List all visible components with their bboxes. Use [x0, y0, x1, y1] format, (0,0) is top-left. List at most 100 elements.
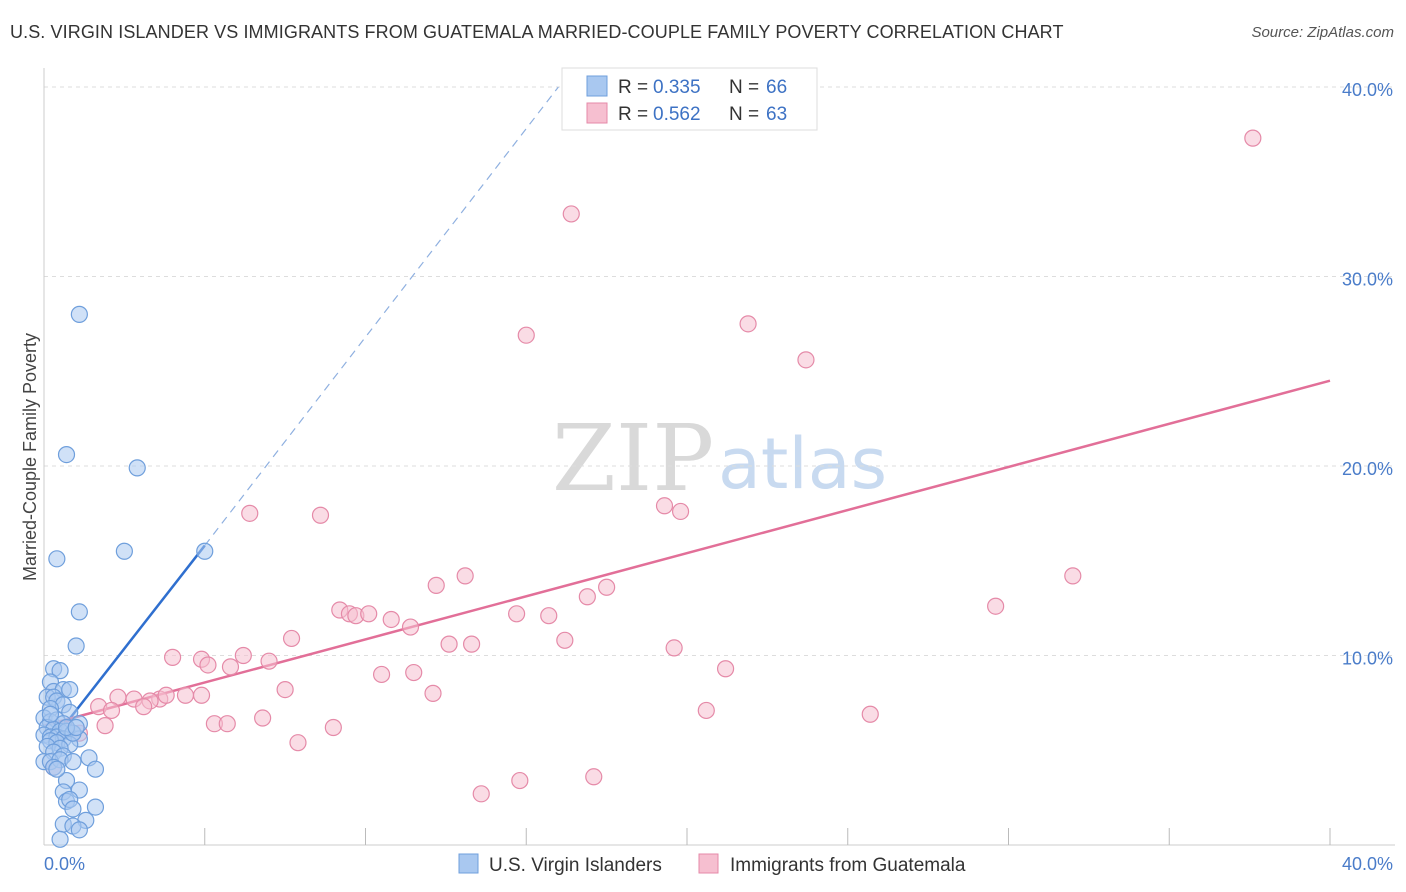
point-pink-31	[260, 652, 278, 670]
point-pink-51	[254, 709, 272, 727]
point-pink-32	[199, 656, 217, 674]
trend-lines	[43, 86, 1331, 736]
point-pink-1	[562, 205, 580, 223]
legend-n-label-blue: N =	[729, 77, 759, 98]
point-blue-1	[57, 446, 76, 464]
y-tick-label-10: 10.0%	[1342, 648, 1393, 668]
y-tick-label-20: 20.0%	[1342, 459, 1393, 479]
legend-box: R = 0.335 N = 66 R = 0.562 N = 63	[561, 67, 818, 131]
trend-blue-extension	[204, 86, 559, 546]
watermark-atlas: atlas	[718, 423, 887, 505]
point-pink-5	[241, 504, 259, 522]
chart-title: U.S. VIRGIN ISLANDER VS IMMIGRANTS FROM …	[10, 22, 1064, 42]
point-pink-55	[324, 718, 342, 737]
point-pink-9	[1064, 567, 1082, 585]
point-pink-54	[96, 717, 114, 735]
point-blue-3	[115, 542, 133, 560]
point-pink-38	[424, 684, 442, 702]
point-blue-65	[67, 718, 85, 737]
scatter-points	[35, 129, 1262, 848]
source-credit: Source: ZipAtlas.com	[1251, 24, 1394, 41]
legend-r-label-blue: R =	[618, 77, 648, 98]
point-pink-11	[427, 576, 445, 594]
legend-r-value-pink: 0.562	[653, 104, 701, 125]
point-pink-49	[697, 701, 715, 720]
y-tick-label-30: 30.0%	[1342, 269, 1393, 289]
series-legend: U.S. Virgin Islanders Immigrants from Gu…	[458, 853, 966, 876]
point-pink-61	[472, 785, 490, 803]
point-pink-25	[440, 635, 458, 653]
point-blue-54	[86, 798, 105, 816]
point-pink-17	[360, 605, 378, 623]
point-pink-7	[655, 497, 674, 515]
point-blue-6	[70, 603, 88, 621]
point-pink-23	[282, 629, 301, 648]
point-pink-35	[372, 665, 391, 684]
legend-n-label-pink: N =	[729, 104, 759, 125]
point-pink-27	[665, 639, 683, 657]
point-pink-26	[462, 635, 481, 653]
point-pink-50	[861, 705, 879, 723]
point-pink-22	[987, 597, 1005, 615]
point-blue-55	[64, 800, 82, 818]
point-blue-2	[128, 459, 146, 477]
point-pink-20	[382, 610, 400, 629]
point-pink-40	[192, 686, 211, 704]
point-pink-24	[556, 631, 574, 649]
point-blue-9	[51, 662, 69, 680]
point-blue-59	[70, 821, 88, 839]
x-tick-label-min: 0.0%	[44, 854, 85, 874]
point-pink-36	[716, 660, 735, 678]
series-legend-label-blue: U.S. Virgin Islanders	[489, 855, 662, 876]
point-pink-44	[157, 686, 175, 704]
point-blue-7	[67, 637, 85, 655]
point-pink-19	[540, 607, 558, 625]
legend-n-value-pink: 63	[766, 104, 787, 125]
point-pink-13	[578, 588, 596, 606]
point-pink-2	[517, 326, 535, 344]
point-pink-21	[401, 618, 420, 636]
point-pink-48	[102, 701, 121, 720]
point-blue-46	[64, 753, 82, 771]
point-pink-6	[311, 506, 330, 524]
point-pink-28	[234, 646, 252, 665]
point-pink-59	[585, 768, 603, 786]
point-pink-47	[135, 698, 153, 716]
gridlines	[44, 86, 1395, 656]
series-legend-label-pink: Immigrants from Guatemala	[730, 855, 966, 876]
point-pink-29	[164, 648, 182, 666]
watermark-zip: ZIP	[552, 405, 714, 512]
point-pink-39	[176, 686, 195, 704]
y-tick-labels: 10.0% 20.0% 30.0% 40.0%	[1342, 80, 1393, 669]
series-legend-swatch-blue	[458, 853, 479, 874]
point-pink-37	[276, 680, 294, 699]
point-blue-13	[61, 680, 79, 699]
point-pink-8	[671, 502, 690, 521]
x-tick-label-max: 40.0%	[1342, 854, 1393, 874]
point-pink-34	[405, 663, 423, 682]
point-pink-4	[797, 351, 815, 369]
legend-r-value-blue: 0.335	[653, 77, 701, 98]
point-pink-3	[739, 315, 757, 333]
legend-n-value-blue: 66	[766, 77, 787, 98]
point-pink-10	[456, 567, 474, 585]
trend-blue	[55, 544, 206, 736]
x-ticks	[204, 828, 1331, 845]
point-blue-63	[41, 705, 60, 723]
trend-pink	[43, 379, 1331, 727]
legend-swatch-blue	[586, 75, 608, 97]
y-axis-label: Married-Couple Family Poverty	[20, 333, 40, 581]
legend-r-label-pink: R =	[618, 104, 648, 125]
point-pink-12	[598, 578, 616, 596]
point-blue-5	[48, 550, 66, 568]
point-pink-53	[218, 715, 236, 733]
point-pink-60	[511, 771, 529, 790]
point-pink-18	[508, 605, 526, 623]
point-blue-4	[196, 542, 214, 560]
point-blue-60	[51, 830, 69, 848]
point-pink-56	[289, 734, 307, 752]
point-blue-0	[70, 305, 88, 323]
series-legend-swatch-pink	[698, 853, 719, 874]
legend-swatch-pink	[586, 102, 608, 124]
